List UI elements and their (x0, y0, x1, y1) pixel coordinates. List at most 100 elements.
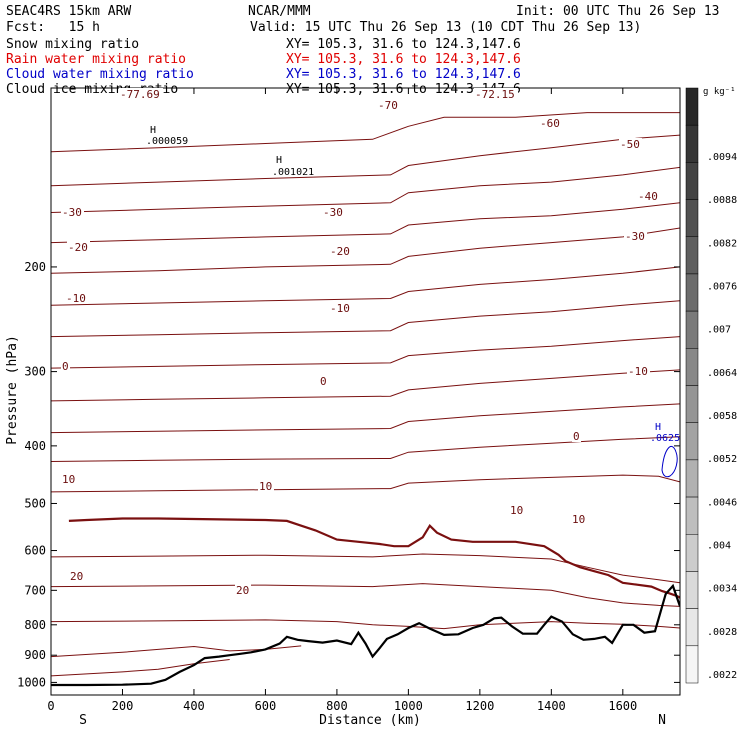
isotherm-line-13 (51, 583, 680, 607)
colorbar-band-1 (685, 124, 699, 163)
colorbar-band-0 (685, 87, 699, 126)
isotherm-line-11 (51, 474, 680, 493)
isotherm-label-22: 20 (236, 584, 249, 597)
isotherm-label-bg-17 (61, 473, 77, 485)
isotherm-label-bg-2 (377, 99, 400, 111)
isotherm-label-bg-16 (572, 430, 581, 442)
isotherm-label-0: -77.69 (120, 88, 160, 101)
y-tick-label-6: 800 (24, 618, 46, 632)
isotherm-line-9 (51, 403, 680, 434)
colorbar-tick-label-4: .007 (707, 325, 731, 336)
colorbar-band-15 (685, 645, 699, 684)
colorbar-band-11 (685, 496, 699, 535)
isotherm-label-bg-8 (624, 230, 647, 242)
isotherm-line-2 (51, 166, 680, 213)
isotherm-line-10 (51, 436, 680, 462)
isotherm-line-4 (51, 227, 680, 274)
isotherm-label-14: 0 (62, 360, 69, 373)
isotherm-label-11: -10 (66, 292, 86, 305)
isotherm-label-7: -30 (323, 206, 343, 219)
maximum-mark-1: H (276, 155, 282, 166)
isotherm-label-bg-20 (571, 513, 587, 525)
isotherm-label-bg-21 (69, 570, 85, 582)
x-tick-label-1: 200 (112, 699, 134, 713)
x-tick-label-2: 400 (183, 699, 205, 713)
isotherm-line-7 (51, 336, 680, 369)
colorbar-unit: g kg⁻¹ (703, 87, 736, 97)
isotherm-line-14 (51, 619, 680, 630)
right-endpoint-label: N (658, 713, 666, 728)
colorbar-band-13 (685, 571, 699, 609)
colorbar-tick-label-8: .0046 (707, 497, 737, 508)
colorbar-tick-label-0: .0094 (707, 152, 737, 163)
isotherm-line-16 (51, 659, 230, 677)
isotherm-label-21: 20 (70, 570, 83, 583)
colorbar-tick-label-1: .0088 (707, 195, 737, 206)
colorbar-band-7 (685, 348, 699, 386)
isotherm-label-15: 0 (320, 375, 327, 388)
isotherm-label-bg-12 (329, 302, 352, 314)
isotherm-label-1: -72.15 (475, 88, 515, 101)
forecast-hour: Fcst: 15 h (6, 20, 100, 35)
x-tick-label-3: 600 (255, 699, 277, 713)
colorbar-band-2 (685, 162, 699, 200)
isotherm-label-3: -60 (540, 117, 560, 130)
isotherm-label-bg-4 (619, 138, 642, 150)
cloud-water-contour (661, 446, 678, 478)
y-tick-label-2: 400 (24, 439, 46, 453)
colorbar-tick-label-12: .0022 (707, 670, 737, 681)
x-tick-label-4: 800 (326, 699, 348, 713)
annotations: -77.69 -72.15 -70 -60 -50 -40 -30 -30 -30 -20 -20 -… (61, 88, 680, 597)
isotherm-label-bg-5 (637, 190, 660, 202)
colorbar-tick-label-3: .0076 (707, 282, 737, 293)
isotherm-label-bg-22 (235, 584, 251, 596)
x-tick-label-8: 1600 (608, 699, 637, 713)
isotherm-line-0 (51, 112, 680, 153)
x-axis-label: Distance (km) (319, 713, 421, 728)
x-axis: 0 200 400 600 800 1000 1200 1400 1600 (47, 88, 637, 713)
colorbar-tick-label-9: .004 (707, 541, 731, 552)
maximum-mark-2: H (655, 422, 661, 433)
isotherm-line-6 (51, 300, 680, 338)
colorbar-band-12 (685, 534, 699, 572)
isotherm-label-16: 0 (573, 430, 580, 443)
colorbar-band-3 (685, 199, 699, 237)
field-cloudwater-name: Cloud water mixing ratio (6, 67, 194, 82)
isotherm-label-18: 10 (259, 480, 272, 493)
colorbar-tick-label-2: .0082 (707, 238, 737, 249)
isotherm-label-bg-3 (539, 117, 562, 129)
isotherm-label-19: 10 (510, 504, 523, 517)
x-tick-label-7: 1400 (537, 699, 566, 713)
y-tick-label-7: 900 (24, 648, 46, 662)
isotherm-label-bg-9 (67, 241, 90, 253)
colorbar-tick-label-6: .0058 (707, 411, 737, 422)
isotherm-label-9: -20 (68, 241, 88, 254)
maximum-value-1: .001021 (272, 167, 314, 178)
maximum-mark-0: H (150, 125, 156, 136)
center-title: NCAR/MMM (248, 4, 311, 19)
y-tick-label-8: 1000 (17, 675, 46, 689)
isotherm-label-8: -30 (625, 230, 645, 243)
isotherm-label-6: -30 (62, 206, 82, 219)
isotherm-label-12: -10 (330, 302, 350, 315)
maximum-value-0: .000059 (146, 136, 188, 147)
field-rain-xy: XY= 105.3, 31.6 to 124.3,147.6 (286, 52, 521, 67)
colorbar-band-10 (685, 459, 699, 498)
isotherm-line-15 (51, 645, 302, 658)
y-tick-label-5: 700 (24, 583, 46, 597)
plot-frame (50, 87, 681, 696)
y-tick-label-1: 300 (24, 365, 46, 379)
maximum-value-2: .0625 (650, 433, 680, 444)
isotherm-label-2: -70 (378, 99, 398, 112)
isotherm-line-5 (51, 266, 680, 306)
isotherm-label-bg-19 (509, 504, 525, 516)
colorbar-tick-label-7: .0052 (707, 454, 737, 465)
isotherm-label-bg-10 (329, 245, 352, 257)
isotherm-label-bg-1 (474, 88, 518, 100)
field-snow-name: Snow mixing ratio (6, 37, 140, 52)
colorbar: g kg⁻¹ .0094 .0088 .0082 .0076 .007 .0064 .0058… (685, 87, 737, 684)
isotherm-label-bg-15 (319, 375, 328, 387)
colorbar-tick-label-10: .0034 (707, 584, 737, 595)
isotherm-label-bg-0 (119, 88, 163, 100)
